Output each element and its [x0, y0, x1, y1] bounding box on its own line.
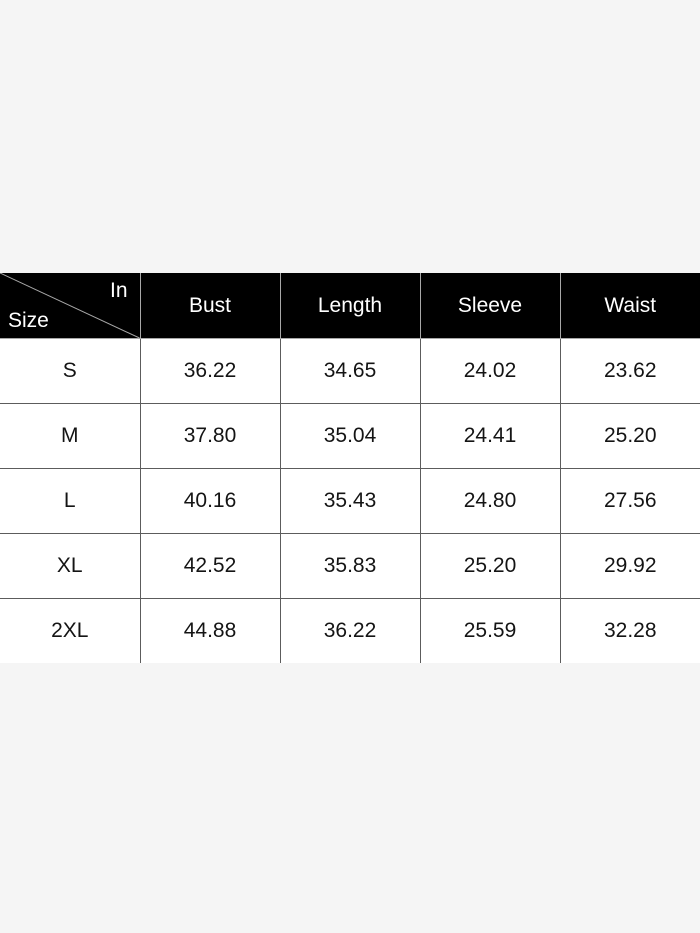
header-row: In Size Bust Length Sleeve Waist — [0, 273, 700, 339]
size-axis-label: Size — [8, 309, 49, 332]
table-row-2xl: 2XL 44.88 36.22 25.59 32.28 — [0, 598, 700, 663]
size-cell: L — [0, 468, 141, 534]
table-row-s: S 36.22 34.65 24.02 23.62 — [0, 338, 700, 404]
value-cell: 36.22 — [279, 598, 421, 663]
header-cell-sleeve: Sleeve — [419, 273, 561, 339]
value-cell: 35.43 — [279, 468, 421, 534]
value-cell: 23.62 — [559, 338, 700, 404]
size-cell: 2XL — [0, 598, 141, 663]
value-cell: 24.41 — [419, 403, 561, 469]
value-cell: 24.80 — [419, 468, 561, 534]
size-chart-header: In Size Bust Length Sleeve Waist — [0, 273, 700, 339]
value-cell: 40.16 — [139, 468, 281, 534]
header-cell-size-unit: In Size — [0, 273, 141, 339]
table-row-m: M 37.80 35.04 24.41 25.20 — [0, 403, 700, 469]
header-cell-bust: Bust — [139, 273, 281, 339]
size-chart-table: In Size Bust Length Sleeve Waist S 36.22… — [0, 273, 700, 663]
table-row-l: L 40.16 35.43 24.80 27.56 — [0, 468, 700, 534]
value-cell: 35.83 — [279, 533, 421, 599]
header-cell-waist: Waist — [559, 273, 700, 339]
value-cell: 32.28 — [559, 598, 700, 663]
value-cell: 35.04 — [279, 403, 421, 469]
value-cell: 44.88 — [139, 598, 281, 663]
value-cell: 25.59 — [419, 598, 561, 663]
value-cell: 24.02 — [419, 338, 561, 404]
size-cell: M — [0, 403, 141, 469]
size-cell: XL — [0, 533, 141, 599]
value-cell: 25.20 — [559, 403, 700, 469]
size-chart-body: S 36.22 34.65 24.02 23.62 M 37.80 35.04 … — [0, 338, 700, 663]
value-cell: 42.52 — [139, 533, 281, 599]
value-cell: 36.22 — [139, 338, 281, 404]
value-cell: 25.20 — [419, 533, 561, 599]
unit-label: In — [109, 279, 128, 302]
value-cell: 34.65 — [279, 338, 421, 404]
value-cell: 29.92 — [559, 533, 700, 599]
diagonal-divider-line — [0, 273, 140, 338]
value-cell: 37.80 — [139, 403, 281, 469]
size-cell: S — [0, 338, 141, 404]
value-cell: 27.56 — [559, 468, 700, 534]
header-cell-length: Length — [279, 273, 421, 339]
table-row-xl: XL 42.52 35.83 25.20 29.92 — [0, 533, 700, 599]
